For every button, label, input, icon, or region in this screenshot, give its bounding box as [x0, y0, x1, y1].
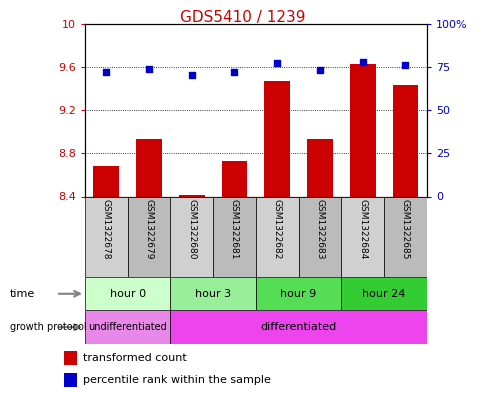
Bar — [127, 196, 170, 277]
Bar — [221, 161, 247, 196]
Bar — [341, 277, 426, 310]
Bar — [212, 196, 256, 277]
Bar — [170, 310, 426, 344]
Bar — [349, 64, 375, 196]
Point — [401, 62, 408, 68]
Text: time: time — [10, 289, 35, 299]
Text: GSM1322684: GSM1322684 — [358, 199, 366, 259]
Text: transformed count: transformed count — [82, 353, 186, 363]
Bar — [64, 373, 77, 387]
Bar — [383, 196, 426, 277]
Bar — [341, 196, 383, 277]
Point — [145, 65, 152, 72]
Bar — [85, 277, 170, 310]
Text: hour 9: hour 9 — [280, 289, 316, 299]
Text: percentile rank within the sample: percentile rank within the sample — [82, 375, 270, 385]
Point — [358, 59, 366, 65]
Text: GSM1322683: GSM1322683 — [315, 199, 324, 259]
Bar — [298, 196, 341, 277]
Bar — [256, 277, 341, 310]
Text: hour 24: hour 24 — [362, 289, 405, 299]
Text: GSM1322678: GSM1322678 — [102, 199, 110, 259]
Text: GSM1322682: GSM1322682 — [272, 199, 281, 259]
Point — [187, 72, 195, 79]
Text: undifferentiated: undifferentiated — [88, 322, 166, 332]
Bar — [256, 196, 298, 277]
Text: hour 3: hour 3 — [195, 289, 231, 299]
Bar — [179, 195, 204, 196]
Bar — [93, 166, 119, 196]
Point — [273, 60, 281, 66]
Bar — [136, 139, 162, 196]
Text: GSM1322681: GSM1322681 — [229, 199, 239, 259]
Text: growth protocol: growth protocol — [10, 322, 86, 332]
Text: hour 0: hour 0 — [109, 289, 145, 299]
Bar — [306, 139, 332, 196]
Text: GSM1322685: GSM1322685 — [400, 199, 409, 259]
Bar — [170, 277, 256, 310]
Text: differentiated: differentiated — [260, 322, 336, 332]
Bar — [392, 85, 417, 196]
Bar — [85, 310, 170, 344]
Bar — [64, 351, 77, 365]
Text: GDS5410 / 1239: GDS5410 / 1239 — [180, 10, 304, 25]
Point — [230, 69, 238, 75]
Point — [102, 69, 110, 75]
Point — [316, 67, 323, 73]
Bar — [170, 196, 212, 277]
Bar — [85, 196, 127, 277]
Text: GSM1322680: GSM1322680 — [187, 199, 196, 259]
Text: GSM1322679: GSM1322679 — [144, 199, 153, 259]
Bar — [264, 81, 289, 196]
